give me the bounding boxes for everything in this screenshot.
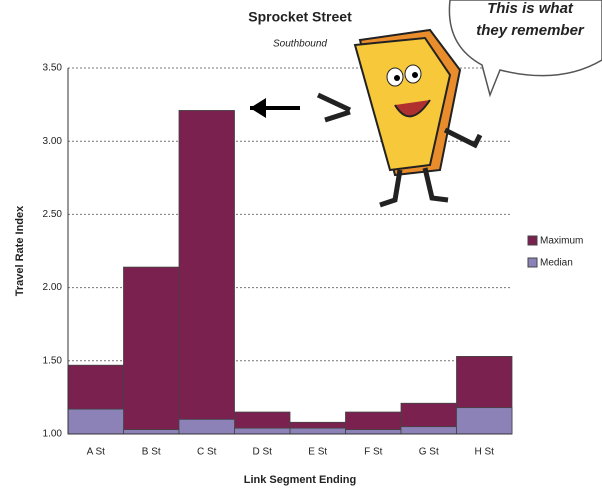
y-tick-label: 1.00 — [43, 429, 63, 440]
annotation: This is what — [487, 0, 574, 17]
arrow-head — [250, 98, 266, 118]
x-tick-label: H St — [475, 447, 495, 458]
bar — [178, 418, 235, 435]
x-tick-label: B St — [142, 447, 161, 458]
bar — [456, 407, 513, 435]
x-tick-label: D St — [253, 447, 273, 458]
y-tick-label: 2.50 — [43, 209, 63, 220]
y-axis-label: Travel Rate Index — [14, 205, 26, 296]
bar — [178, 110, 235, 435]
chart-subtitle: Southbound — [273, 39, 327, 50]
limbs — [379, 127, 483, 208]
arm — [316, 92, 352, 123]
x-tick-label: G St — [419, 447, 439, 458]
x-tick-label: A St — [87, 447, 106, 458]
legend-swatch — [527, 257, 538, 268]
x-tick-label: E St — [308, 447, 327, 458]
speech-bubble — [448, 0, 602, 98]
plot-area: 1.00 1.50 2.00 2.50 3.00 3.50 A St B St C St D St… — [43, 63, 584, 458]
bar — [67, 408, 124, 435]
legend-swatch — [527, 235, 538, 246]
pupil — [412, 72, 418, 78]
bar — [345, 429, 402, 435]
y-tick-label: 2.00 — [43, 282, 63, 293]
bar — [123, 429, 180, 435]
y-tick-label: 3.50 — [43, 63, 63, 74]
bar — [289, 427, 346, 435]
legend-label: Maximum — [540, 236, 583, 247]
pupil — [394, 75, 400, 81]
chart-title: Sprocket Street — [248, 9, 352, 25]
y-tick-label: 1.50 — [43, 355, 63, 366]
x-tick-label: F St — [364, 447, 383, 458]
x-tick-label: C St — [197, 447, 217, 458]
bar — [123, 266, 180, 435]
bar — [400, 426, 457, 435]
annotation: they remember — [476, 22, 585, 39]
bar — [234, 427, 291, 435]
y-tick-label: 3.00 — [43, 136, 63, 147]
cartoon: This is what they remember — [250, 0, 602, 208]
mouth — [394, 99, 431, 118]
legend-label: Median — [540, 258, 573, 269]
x-axis-label: Link Segment Ending — [244, 474, 356, 486]
